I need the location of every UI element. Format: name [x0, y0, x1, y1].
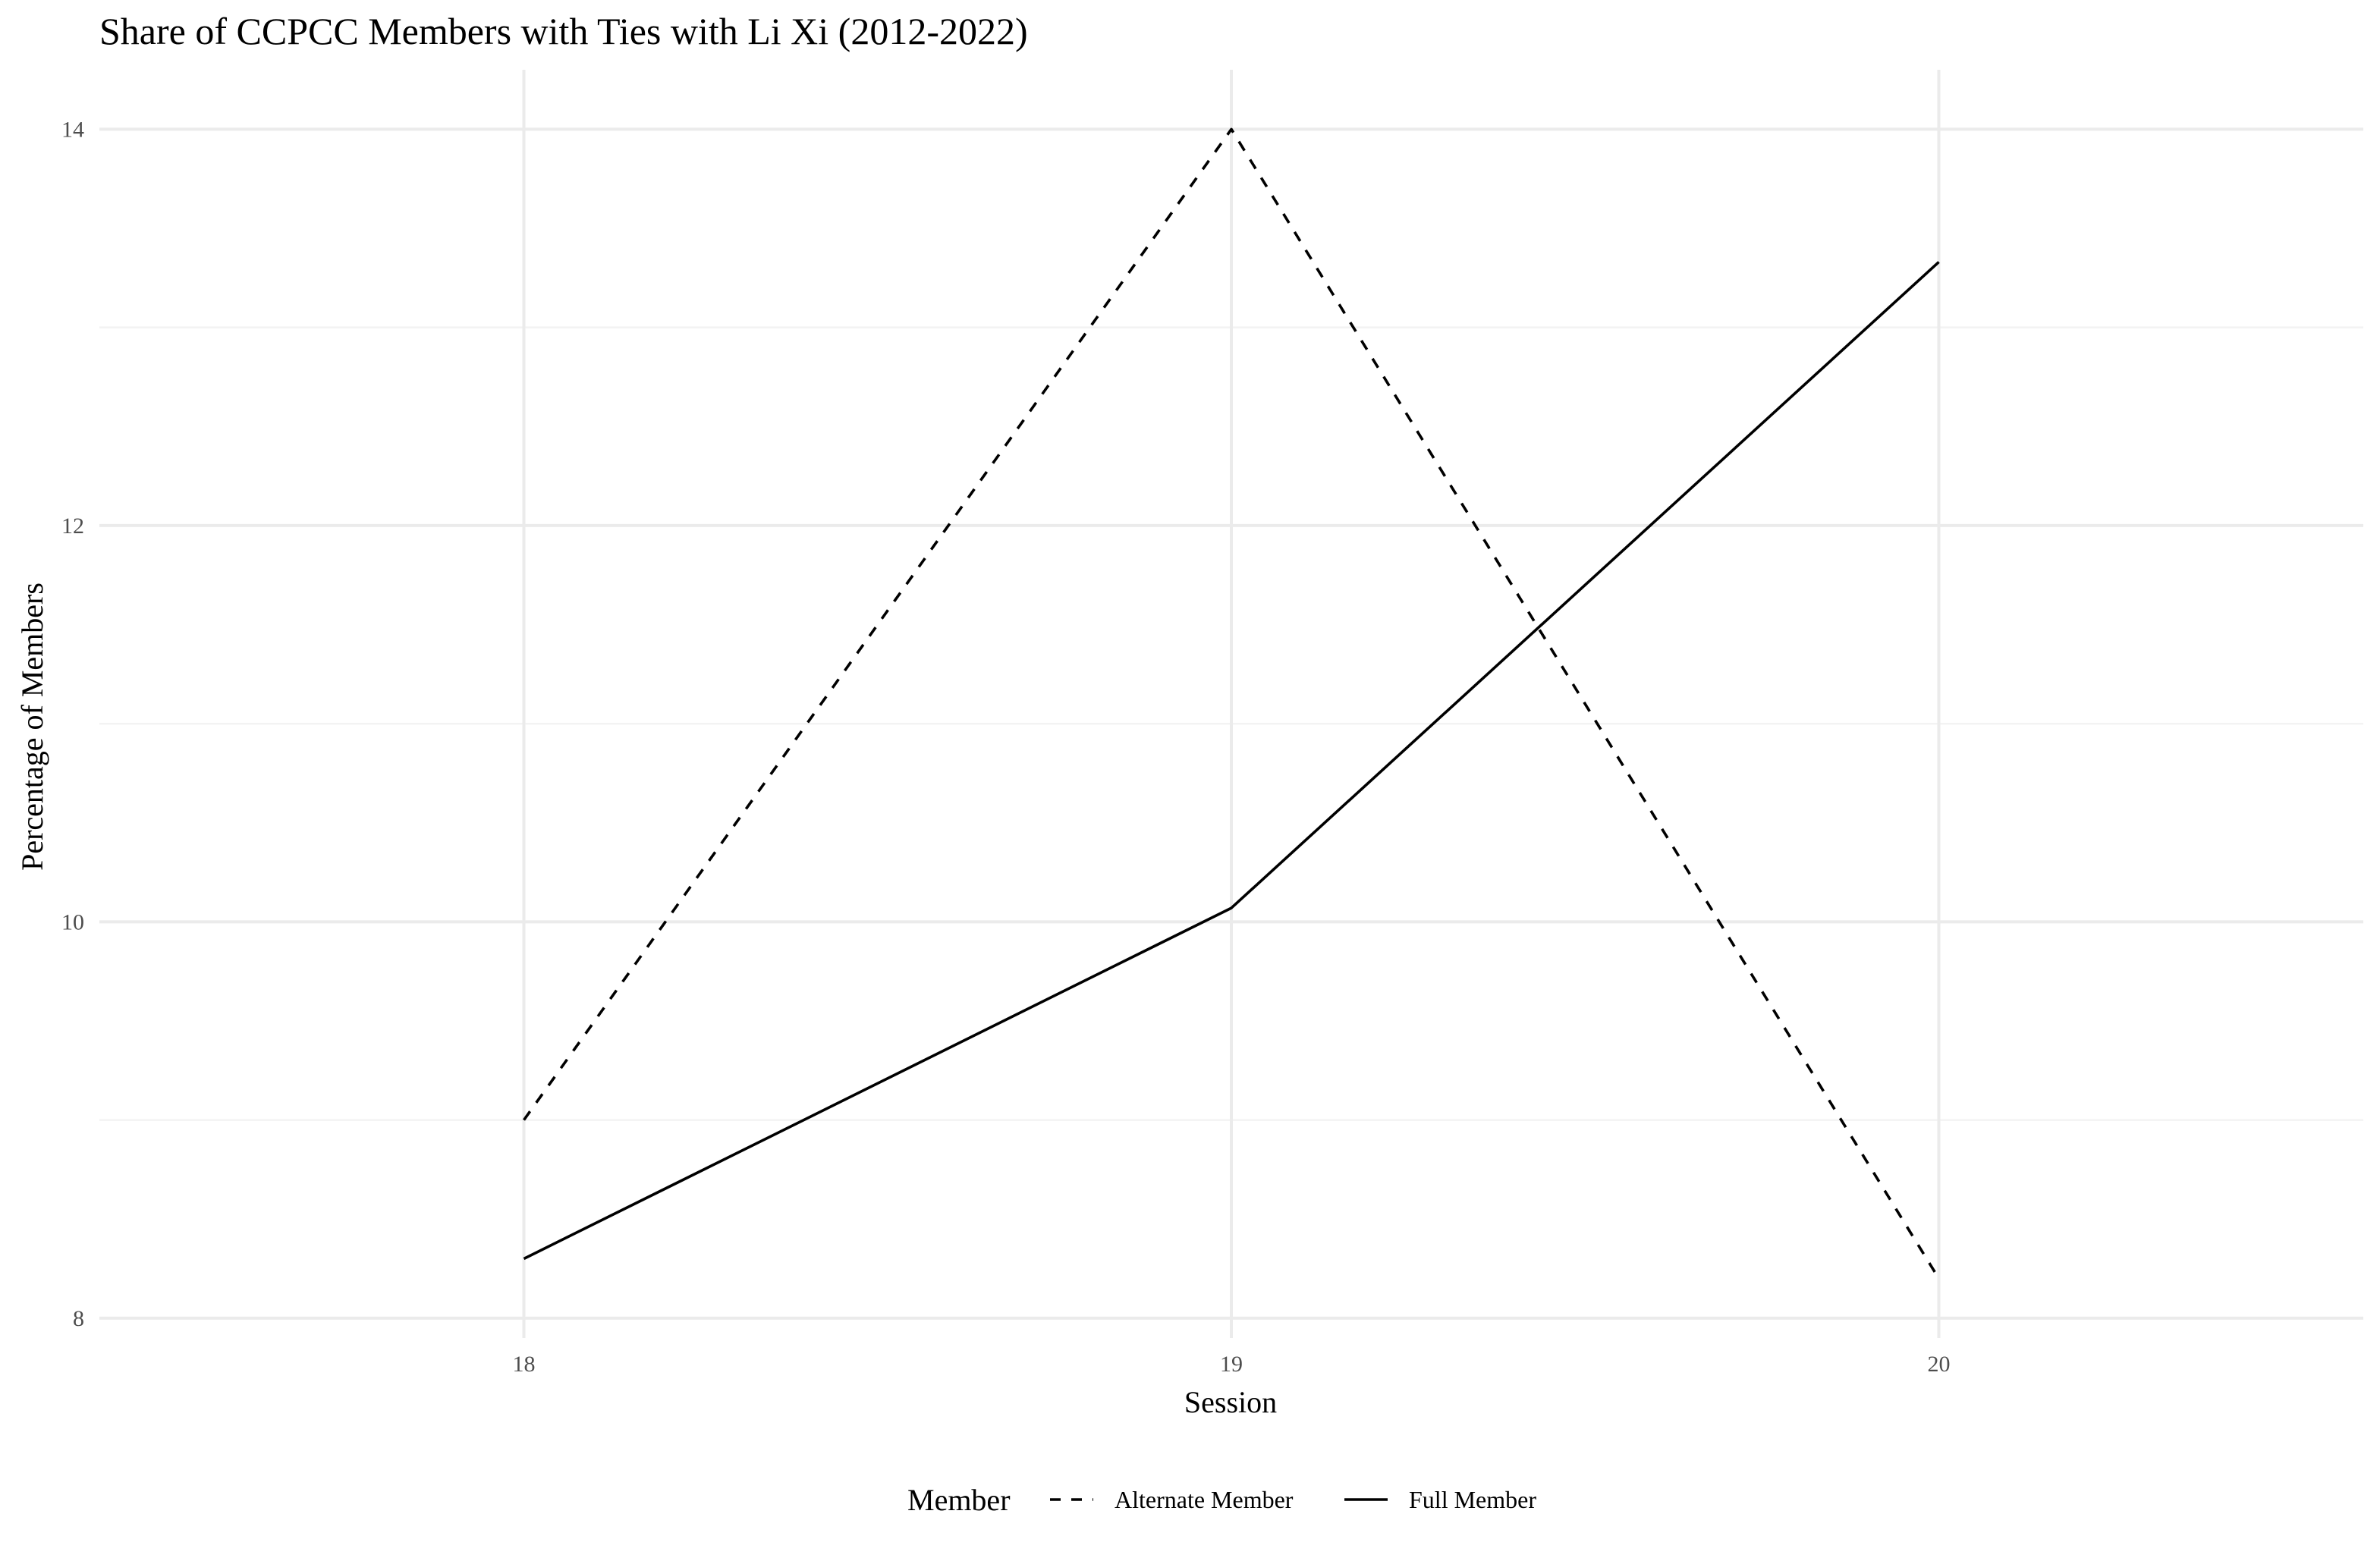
- legend: Member Alternate Member Full Member: [907, 1483, 1536, 1517]
- legend-label-alternate-member: Alternate Member: [1115, 1486, 1294, 1513]
- y-tick-label: 14: [61, 117, 84, 142]
- y-axis-title: Percentage of Members: [15, 583, 49, 871]
- y-tick-label: 10: [61, 909, 84, 934]
- legend-label-full-member: Full Member: [1409, 1486, 1536, 1513]
- series-layer: [523, 127, 1941, 1280]
- y-tick-label: 12: [61, 514, 84, 539]
- chart-title: Share of CCPCC Members with Ties with Li…: [99, 10, 1028, 52]
- x-tick-label: 19: [1220, 1352, 1243, 1377]
- series-line-full-member: [523, 261, 1940, 1261]
- x-tick-label: 18: [513, 1352, 536, 1377]
- legend-title: Member: [907, 1483, 1011, 1517]
- x-tick-label: 20: [1928, 1352, 1951, 1377]
- x-axis-title: Session: [1184, 1385, 1277, 1419]
- grid: [99, 70, 2363, 1338]
- ticks-layer: 8 10 12 14 18 19 20: [61, 117, 1951, 1377]
- series-line-alternate-member: [523, 127, 1941, 1280]
- y-tick-label: 8: [73, 1306, 84, 1331]
